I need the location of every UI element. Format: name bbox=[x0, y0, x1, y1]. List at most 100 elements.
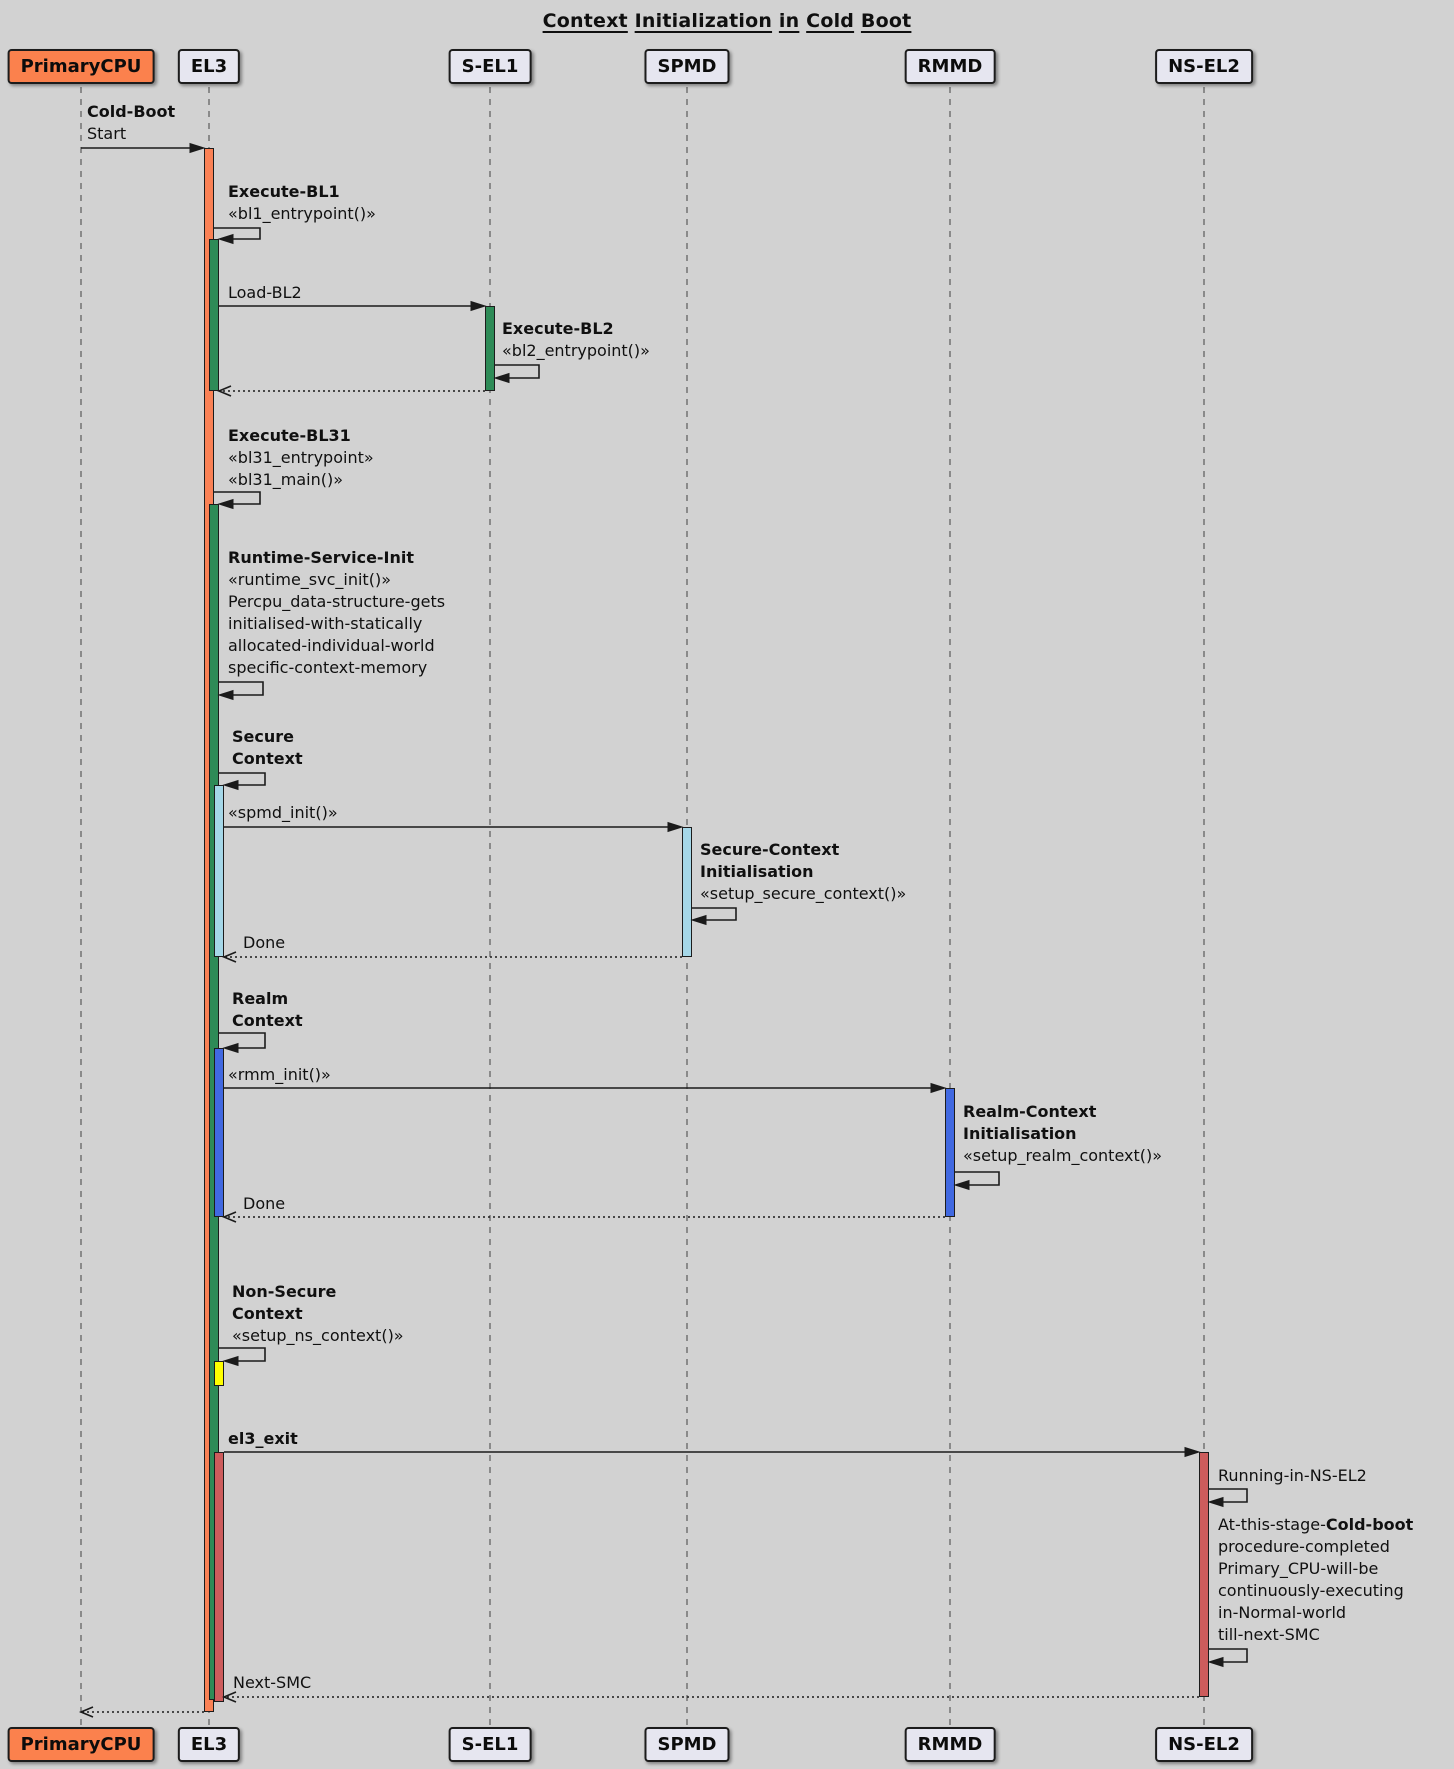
label-text-bold: Execute-BL2 bbox=[502, 319, 614, 338]
message-label-line: «setup_secure_context()» bbox=[700, 883, 906, 905]
label-text: Percpu_data-structure-gets bbox=[228, 592, 446, 611]
participant-spmd-bottom: SPMD bbox=[644, 1727, 730, 1762]
message-label-execute-bl31: Execute-BL31 «bl31_entrypoint» «bl31_main(… bbox=[228, 425, 374, 491]
message-label-line: Runtime-Service-Init bbox=[228, 547, 445, 569]
message-cold-boot-completed-note bbox=[1207, 1648, 1248, 1668]
message-label-line: el3_exit bbox=[228, 1428, 298, 1450]
message-secure-done bbox=[221, 951, 682, 963]
activation-el3-realm-context bbox=[214, 1048, 224, 1217]
message-label-realm-done: Done bbox=[243, 1193, 285, 1215]
label-text: «setup_secure_context()» bbox=[700, 884, 907, 903]
message-el3-exit bbox=[224, 1446, 1201, 1458]
message-execute-bl2 bbox=[493, 364, 540, 384]
message-label-line: «bl31_entrypoint» bbox=[228, 447, 374, 469]
label-text: «bl1_entrypoint()» bbox=[228, 204, 376, 223]
message-label-line: «bl31_main()» bbox=[228, 469, 374, 491]
activation-s-el1-bl2 bbox=[485, 306, 495, 391]
title-word: Context bbox=[542, 10, 628, 32]
label-text: «runtime_svc_init()» bbox=[228, 570, 391, 589]
message-label-runtime-service-init: Runtime-Service-Init «runtime_svc_init()»… bbox=[228, 547, 445, 679]
label-text: Load-BL2 bbox=[228, 283, 302, 302]
label-text: «setup_ns_context()» bbox=[232, 1326, 404, 1345]
participant-rmmd-bottom: RMMD bbox=[904, 1727, 996, 1762]
message-label-line: Execute-BL1 bbox=[228, 181, 376, 203]
label-text: procedure-completed bbox=[1218, 1537, 1390, 1556]
message-realm-context bbox=[219, 1032, 266, 1054]
message-label-line: Realm bbox=[232, 988, 303, 1010]
message-label-line: Done bbox=[243, 932, 285, 954]
label-text: «spmd_init()» bbox=[228, 803, 338, 822]
message-label-line: Load-BL2 bbox=[228, 282, 302, 304]
label-text-bold: Secure-Context bbox=[700, 840, 840, 859]
label-text-bold: Realm bbox=[232, 989, 289, 1008]
label-text-bold: Secure bbox=[232, 727, 294, 746]
message-label-setup-secure-context: Secure-Context Initialisation «setup_secur… bbox=[700, 839, 906, 905]
message-rmm-init bbox=[224, 1082, 947, 1094]
message-label-secure-done: Done bbox=[243, 932, 285, 954]
label-text-bold: Cold-boot bbox=[1325, 1515, 1414, 1534]
title-word: in bbox=[778, 10, 800, 32]
label-text-bold: el3_exit bbox=[228, 1429, 298, 1448]
message-running-in-ns-el2 bbox=[1207, 1488, 1248, 1508]
participant-primarycpu-bottom: PrimaryCPU bbox=[7, 1727, 155, 1762]
participant-el3-bottom: EL3 bbox=[177, 1727, 241, 1762]
label-text: continuously-executing bbox=[1218, 1581, 1404, 1600]
message-final-return bbox=[78, 1706, 204, 1718]
message-label-line: continuously-executing bbox=[1218, 1580, 1413, 1602]
message-label-line: Initialisation bbox=[963, 1123, 1162, 1145]
activation-ns-el2-running bbox=[1199, 1452, 1209, 1697]
participant-el3-top: EL3 bbox=[177, 49, 241, 84]
label-text: initialised-with-statically bbox=[228, 614, 423, 633]
message-label-execute-bl1: Execute-BL1 «bl1_entrypoint()» bbox=[228, 181, 376, 225]
message-next-smc bbox=[221, 1691, 1199, 1703]
title-word: Initialization bbox=[634, 10, 773, 32]
label-text-bold: Realm-Context bbox=[963, 1102, 1097, 1121]
label-text: Primary_CPU-will-be bbox=[1218, 1559, 1379, 1578]
label-text: «rmm_init()» bbox=[228, 1065, 331, 1084]
message-label-line: Running-in-NS-EL2 bbox=[1218, 1465, 1367, 1487]
label-text-bold: Execute-BL1 bbox=[228, 182, 340, 201]
message-label-el3-exit: el3_exit bbox=[228, 1428, 298, 1450]
message-label-rmm-init: «rmm_init()» bbox=[228, 1064, 331, 1086]
title-word: Cold bbox=[806, 10, 855, 32]
label-text-bold: Context bbox=[232, 749, 303, 768]
message-label-line: Next-SMC bbox=[233, 1672, 311, 1694]
message-label-secure-context: Secure Context bbox=[232, 726, 303, 770]
label-text-bold: Runtime-Service-Init bbox=[228, 548, 415, 567]
label-text: «bl31_entrypoint» bbox=[228, 448, 374, 467]
label-text-bold: Cold-Boot bbox=[87, 102, 176, 121]
label-text: «bl2_entrypoint()» bbox=[502, 341, 650, 360]
activation-el3-secure-context bbox=[214, 785, 224, 957]
message-label-line: Done bbox=[243, 1193, 285, 1215]
label-text: Next-SMC bbox=[233, 1673, 312, 1692]
message-execute-bl1 bbox=[214, 227, 261, 245]
participant-s-el1-bottom: S-EL1 bbox=[448, 1727, 532, 1762]
message-runtime-service-init bbox=[217, 681, 264, 701]
message-label-line: Secure bbox=[232, 726, 303, 748]
label-text: Done bbox=[243, 933, 286, 952]
label-text: Start bbox=[87, 124, 127, 143]
message-non-secure-context bbox=[219, 1347, 266, 1367]
participant-ns-el2-bottom: NS-EL2 bbox=[1155, 1727, 1253, 1762]
message-setup-realm-context bbox=[953, 1171, 1000, 1191]
message-label-line: «rmm_init()» bbox=[228, 1064, 331, 1086]
message-label-line: «runtime_svc_init()» bbox=[228, 569, 445, 591]
message-label-line: procedure-completed bbox=[1218, 1536, 1413, 1558]
message-label-line: Non-Secure bbox=[232, 1281, 404, 1303]
message-label-line: «bl1_entrypoint()» bbox=[228, 203, 376, 225]
message-label-line: Secure-Context bbox=[700, 839, 906, 861]
message-realm-done bbox=[221, 1211, 945, 1223]
message-label-line: «bl2_entrypoint()» bbox=[502, 340, 650, 362]
label-text-bold: Non-Secure bbox=[232, 1282, 337, 1301]
message-secure-context bbox=[219, 772, 266, 791]
message-label-line: Context bbox=[232, 1010, 303, 1032]
participant-s-el1-top: S-EL1 bbox=[448, 49, 532, 84]
message-label-spmd-init: «spmd_init()» bbox=[228, 802, 338, 824]
message-label-line: Cold-Boot bbox=[87, 101, 175, 123]
title-word: Boot bbox=[860, 10, 912, 32]
label-text: allocated-individual-world bbox=[228, 636, 435, 655]
label-text: till-next-SMC bbox=[1218, 1625, 1320, 1644]
message-label-cold-boot-start: Cold-Boot Start bbox=[87, 101, 175, 145]
activation-el3-bl-phase-1 bbox=[209, 239, 219, 391]
activation-el3-exit-phase bbox=[214, 1452, 224, 1702]
